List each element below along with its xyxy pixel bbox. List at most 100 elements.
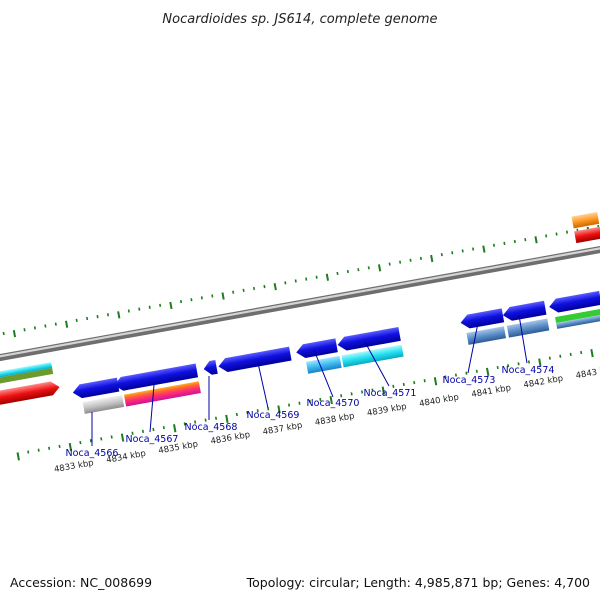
minor-tick: [256, 409, 259, 413]
minor-tick: [361, 390, 364, 394]
minor-tick: [138, 307, 141, 311]
minor-tick: [346, 269, 349, 274]
gene-noca-4566[interactable]: [72, 377, 120, 400]
feature-olive-left[interactable]: [0, 367, 54, 387]
minor-tick: [75, 318, 78, 322]
feature-steel-4573[interactable]: [466, 326, 507, 345]
minor-tick: [96, 314, 99, 319]
gene-noca-4568[interactable]: [202, 359, 218, 376]
minor-tick: [23, 328, 26, 332]
map-content: 4833 kbp 4834 kbp 4835 kbp 4836 kbp 4837…: [0, 211, 600, 475]
gene-noca-4569[interactable]: [217, 346, 292, 374]
minor-tick: [524, 238, 527, 242]
minor-tick: [492, 243, 496, 247]
major-tick: [64, 320, 69, 328]
gene-right-edge[interactable]: [548, 290, 600, 314]
major-tick: [590, 349, 594, 358]
minor-tick: [242, 288, 245, 292]
major-tick: [68, 442, 73, 452]
gene-label-noca-4573[interactable]: Noca_4573: [443, 375, 496, 386]
gene-label-noca-4567[interactable]: Noca_4567: [126, 434, 179, 445]
minor-tick: [246, 410, 249, 415]
scale-label: 4843 kbp: [575, 364, 600, 381]
minor-tick: [232, 290, 235, 294]
minor-tick: [159, 303, 162, 307]
minor-tick: [179, 299, 183, 304]
feature-cyan-left[interactable]: [0, 362, 53, 382]
minor-tick: [190, 298, 193, 302]
minor-tick: [409, 258, 412, 262]
gene-label-noca-4569[interactable]: Noca_4569: [247, 410, 300, 421]
gene-noca-4571[interactable]: [336, 327, 401, 352]
major-tick: [16, 452, 20, 461]
minor-tick: [336, 271, 339, 276]
minor-tick: [419, 256, 423, 261]
major-tick: [12, 329, 17, 338]
gene-labels: [91, 314, 528, 446]
minor-tick: [461, 249, 464, 253]
major-tick: [169, 301, 173, 310]
major-tick: [538, 358, 542, 367]
gene-noca-4567[interactable]: [113, 363, 199, 392]
minor-tick: [440, 253, 443, 257]
minor-tick: [287, 403, 291, 407]
major-tick: [534, 236, 538, 244]
minor-tick: [340, 394, 343, 398]
minor-tick: [214, 416, 218, 420]
scale-label: 4833 kbp: [53, 458, 94, 475]
minor-tick: [162, 426, 165, 430]
scale-label: 4838 kbp: [314, 411, 355, 428]
minor-tick: [37, 448, 40, 452]
scale-label: 4837 kbp: [262, 421, 303, 438]
minor-tick: [110, 435, 113, 439]
major-tick: [273, 283, 277, 291]
minor-tick: [131, 431, 134, 435]
minor-tick: [204, 418, 207, 422]
minor-tick: [194, 420, 197, 424]
gene-label-noca-4566[interactable]: Noca_4566: [66, 448, 119, 459]
minor-tick: [284, 281, 287, 285]
feature-red-left[interactable]: [0, 380, 61, 408]
major-tick: [117, 311, 121, 319]
feature-steel-4574[interactable]: [506, 318, 550, 338]
minor-tick: [27, 450, 30, 454]
gene-label-noca-4568[interactable]: Noca_4568: [185, 422, 238, 433]
major-tick: [120, 433, 125, 442]
gene-noca-4574[interactable]: [502, 300, 547, 322]
feature-grey-4566[interactable]: [82, 395, 125, 414]
gene-label-noca-4571[interactable]: Noca_4571: [364, 388, 417, 399]
minor-tick: [54, 322, 57, 326]
gene-label-noca-4574[interactable]: Noca_4574: [502, 365, 555, 376]
minor-tick: [152, 427, 155, 432]
minor-tick: [517, 362, 520, 366]
minor-tick: [545, 234, 548, 238]
minor-tick: [548, 356, 551, 360]
minor-tick: [513, 239, 516, 244]
major-tick: [381, 386, 386, 395]
feature-multicolor-4567[interactable]: [123, 381, 201, 407]
major-tick: [433, 377, 438, 386]
features-upper: [571, 211, 600, 244]
major-tick: [482, 245, 486, 253]
feature-red-right[interactable]: [574, 226, 600, 244]
minor-tick: [451, 251, 454, 255]
minor-tick: [392, 384, 395, 388]
minor-tick: [527, 360, 531, 364]
gene-label-noca-4570[interactable]: Noca_4570: [307, 398, 360, 409]
gene-noca-4570[interactable]: [295, 338, 338, 359]
features-lower: [0, 290, 600, 414]
feature-green-right[interactable]: [555, 308, 600, 324]
feature-steel-right[interactable]: [556, 314, 600, 329]
feature-sky-4570[interactable]: [306, 355, 342, 374]
minor-tick: [141, 429, 145, 433]
minor-tick: [399, 260, 402, 264]
scale-label: 4839 kbp: [366, 402, 407, 419]
gene-noca-4573[interactable]: [459, 308, 505, 329]
minor-tick: [106, 313, 110, 317]
major-tick: [430, 254, 434, 263]
minor-tick: [305, 277, 308, 281]
minor-tick: [44, 324, 47, 328]
minor-tick: [127, 309, 130, 313]
feature-orange[interactable]: [571, 211, 600, 229]
